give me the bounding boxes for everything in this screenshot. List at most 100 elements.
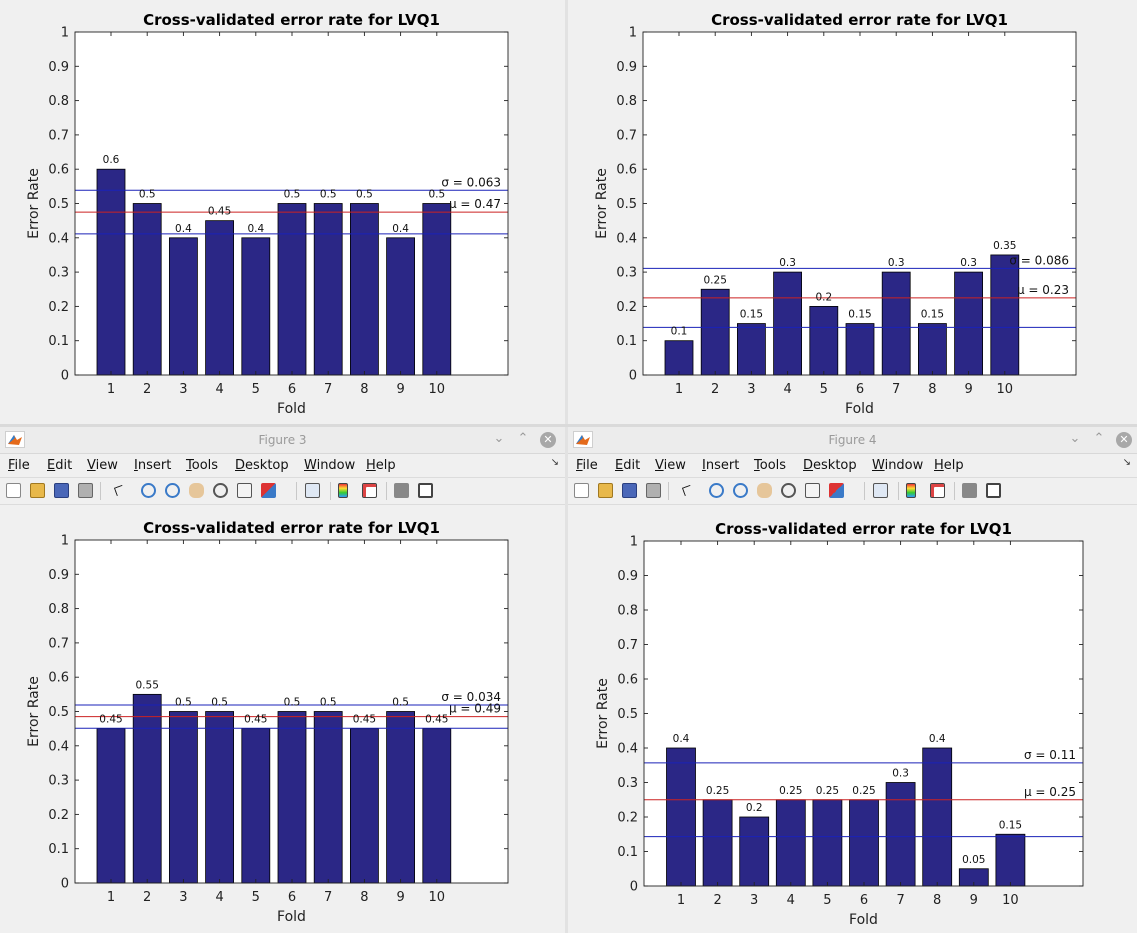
- data-label: 0.15: [921, 309, 944, 321]
- legend-icon[interactable]: [930, 483, 945, 498]
- open-file-icon[interactable]: [598, 483, 613, 498]
- menu-label-rest: iew: [95, 458, 118, 473]
- bar: [700, 288, 730, 376]
- y-tick-label: 0.5: [617, 707, 638, 722]
- x-tick-label: 9: [970, 893, 978, 908]
- close-icon[interactable]: ✕: [1116, 432, 1132, 448]
- zoom-in-icon[interactable]: [709, 483, 724, 498]
- legend-icon[interactable]: [362, 483, 377, 498]
- new-figure-icon[interactable]: [574, 483, 589, 498]
- x-tick-label: 6: [860, 893, 868, 908]
- y-tick-label: 0.3: [48, 774, 69, 789]
- menu-tools[interactable]: Tools: [754, 458, 786, 473]
- menu-edit[interactable]: Edit: [47, 458, 72, 473]
- menu-view[interactable]: View: [655, 458, 686, 473]
- zoom-out-icon[interactable]: [165, 483, 180, 498]
- data-cursor-icon[interactable]: [237, 483, 252, 498]
- new-figure-icon[interactable]: [6, 483, 21, 498]
- maximize-icon[interactable]: ⌃: [517, 431, 529, 446]
- menu-window[interactable]: Window: [872, 458, 923, 473]
- minimize-icon[interactable]: ⌄: [1069, 431, 1081, 446]
- save-icon[interactable]: [622, 483, 637, 498]
- window-divider-horizontal[interactable]: [0, 424, 1137, 427]
- dock-figure-icon[interactable]: ↘: [550, 457, 559, 468]
- x-tick-label: 4: [783, 382, 791, 397]
- data-label: 0.6: [103, 154, 120, 166]
- zoom-in-icon[interactable]: [141, 483, 156, 498]
- minimize-icon[interactable]: ⌄: [493, 431, 505, 446]
- window-title: Figure 4: [828, 433, 877, 447]
- x-tick-label: 9: [396, 890, 404, 905]
- link-plot-icon[interactable]: [873, 483, 888, 498]
- dock-figure-icon[interactable]: ↘: [1122, 457, 1131, 468]
- data-label: 0.55: [136, 679, 159, 691]
- chart-title: Cross-validated error rate for LVQ1: [711, 11, 1008, 29]
- window-titlebar[interactable]: Figure 3 ⌄ ⌃ ✕: [0, 427, 565, 454]
- hide-plot-tools-icon[interactable]: [394, 483, 409, 498]
- window-titlebar[interactable]: Figure 4 ⌄ ⌃ ✕: [568, 427, 1137, 454]
- x-axis-label: Fold: [849, 912, 878, 928]
- data-label: 0.25: [706, 785, 729, 797]
- x-tick-label: 8: [360, 890, 368, 905]
- bar: [168, 711, 198, 884]
- y-tick-label: 0.5: [48, 705, 69, 720]
- menu-insert[interactable]: Insert: [702, 458, 739, 473]
- y-tick-label: 0.7: [48, 636, 69, 651]
- menu-label-rest: ools: [759, 458, 787, 473]
- bar: [422, 728, 452, 884]
- chart-title: Cross-validated error rate for LVQ1: [143, 519, 440, 537]
- y-tick-label: 0.8: [616, 94, 637, 109]
- print-icon[interactable]: [646, 483, 661, 498]
- bar: [664, 340, 694, 376]
- data-label: 0.4: [673, 733, 690, 745]
- bar: [666, 747, 696, 887]
- data-label: 0.05: [962, 854, 985, 866]
- zoom-out-icon[interactable]: [733, 483, 748, 498]
- menu-view[interactable]: View: [87, 458, 118, 473]
- mean-annotation: μ = 0.25: [1024, 785, 1076, 799]
- save-icon[interactable]: [54, 483, 69, 498]
- menu-mnemonic: D: [235, 458, 246, 473]
- menu-window[interactable]: Window: [304, 458, 355, 473]
- data-cursor-icon[interactable]: [805, 483, 820, 498]
- menu-insert[interactable]: Insert: [134, 458, 171, 473]
- data-label: 0.3: [892, 768, 909, 780]
- bar: [205, 220, 235, 376]
- x-tick-label: 5: [823, 893, 831, 908]
- menu-file[interactable]: File: [576, 458, 598, 473]
- menu-desktop[interactable]: Desktop: [803, 458, 857, 473]
- menu-help[interactable]: Help: [366, 458, 396, 473]
- toolbar-separator: [386, 482, 387, 500]
- menu-help[interactable]: Help: [934, 458, 964, 473]
- bar: [96, 728, 126, 884]
- brush-icon[interactable]: [829, 483, 844, 498]
- brush-icon[interactable]: [261, 483, 276, 498]
- menu-tools[interactable]: Tools: [186, 458, 218, 473]
- bar: [132, 693, 162, 884]
- bar: [849, 799, 879, 887]
- colorbar-icon[interactable]: [338, 483, 348, 498]
- menu-edit[interactable]: Edit: [615, 458, 640, 473]
- show-plot-tools-icon[interactable]: [986, 483, 1001, 498]
- print-icon[interactable]: [78, 483, 93, 498]
- chart-4: 0.40.250.20.25 0.25 0.250.30.40.050.15σ = …: [595, 520, 1084, 928]
- pan-icon[interactable]: [189, 483, 204, 498]
- maximize-icon[interactable]: ⌃: [1093, 431, 1105, 446]
- show-plot-tools-icon[interactable]: [418, 483, 433, 498]
- colorbar-icon[interactable]: [906, 483, 916, 498]
- data-label: 0.15: [740, 309, 763, 321]
- menu-file[interactable]: File: [8, 458, 30, 473]
- menu-desktop[interactable]: Desktop: [235, 458, 289, 473]
- pan-icon[interactable]: [757, 483, 772, 498]
- hide-plot-tools-icon[interactable]: [962, 483, 977, 498]
- rotate-3d-icon[interactable]: [213, 483, 228, 498]
- mean-annotation: μ = 0.49: [449, 702, 501, 716]
- window-divider-vertical[interactable]: [565, 0, 568, 933]
- close-icon[interactable]: ✕: [540, 432, 556, 448]
- y-tick-label: 0.9: [48, 60, 69, 75]
- rotate-3d-icon[interactable]: [781, 483, 796, 498]
- link-plot-icon[interactable]: [305, 483, 320, 498]
- menu-mnemonic: I: [702, 458, 706, 473]
- x-tick-label: 3: [179, 890, 187, 905]
- open-file-icon[interactable]: [30, 483, 45, 498]
